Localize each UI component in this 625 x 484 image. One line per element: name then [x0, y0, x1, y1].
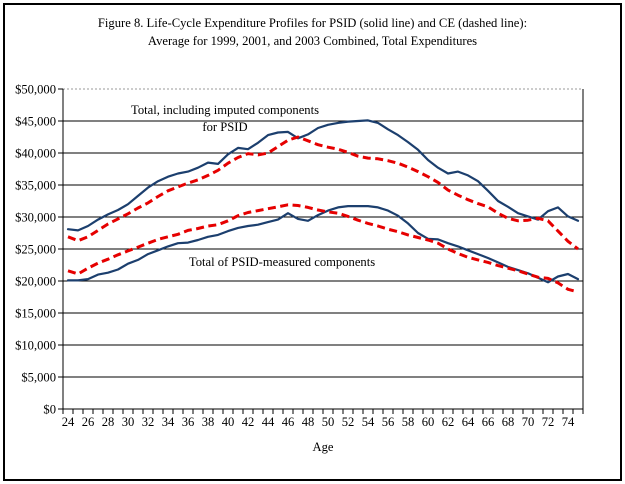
svg-text:$20,000: $20,000: [15, 275, 56, 289]
svg-text:74: 74: [562, 415, 575, 429]
svg-text:$25,000: $25,000: [15, 243, 56, 257]
x-axis-labels: 24 26 28 30 32 34 36 38 40 42 44 46 48 50 52 54 56 58 60 62…: [62, 415, 575, 429]
x-axis-title: Age: [312, 440, 334, 454]
svg-text:30: 30: [122, 415, 135, 429]
svg-text:58: 58: [402, 415, 415, 429]
y-axis-labels: $0 $5,000 $10,000 $15,000 $20,000 $25,000 $30,…: [15, 83, 56, 417]
svg-text:24: 24: [62, 415, 75, 429]
annotation-psid-total: Total, including imputed components for …: [70, 102, 380, 136]
svg-text:64: 64: [462, 415, 475, 429]
annotation-psid-measured: Total of PSID-measured components: [188, 255, 376, 269]
svg-text:72: 72: [542, 415, 555, 429]
svg-text:50: 50: [322, 415, 335, 429]
svg-text:$0: $0: [43, 403, 56, 417]
svg-text:36: 36: [182, 415, 195, 429]
svg-text:54: 54: [362, 415, 375, 429]
chart-title-line2: Average for 1999, 2001, and 2003 Combine…: [147, 34, 478, 48]
svg-text:66: 66: [482, 415, 495, 429]
svg-text:$5,000: $5,000: [21, 371, 56, 385]
series-line-2: [66, 205, 580, 284]
svg-text:$10,000: $10,000: [15, 339, 56, 353]
series-line-0: [66, 119, 580, 232]
axes: [58, 88, 584, 414]
svg-text:46: 46: [282, 415, 295, 429]
svg-text:44: 44: [262, 415, 275, 429]
svg-text:62: 62: [442, 415, 455, 429]
svg-text:$50,000: $50,000: [15, 83, 56, 97]
svg-text:$40,000: $40,000: [15, 147, 56, 161]
annotation-psid-total-line2: for PSID: [202, 120, 248, 134]
svg-text:28: 28: [102, 415, 115, 429]
svg-text:70: 70: [522, 415, 535, 429]
svg-text:60: 60: [422, 415, 435, 429]
svg-text:32: 32: [142, 415, 155, 429]
svg-text:34: 34: [162, 415, 175, 429]
svg-text:42: 42: [242, 415, 255, 429]
svg-text:$15,000: $15,000: [15, 307, 56, 321]
series-line-1: [67, 135, 579, 251]
chart-title: Figure 8. Life-Cycle Expenditure Profile…: [0, 14, 625, 50]
svg-text:26: 26: [82, 415, 95, 429]
svg-text:$35,000: $35,000: [15, 179, 56, 193]
gridlines: [63, 88, 584, 409]
series-line-3: [67, 203, 579, 294]
svg-text:$30,000: $30,000: [15, 211, 56, 225]
svg-text:52: 52: [342, 415, 355, 429]
chart-title-line1: Figure 8. Life-Cycle Expenditure Profile…: [97, 16, 528, 30]
svg-text:56: 56: [382, 415, 395, 429]
svg-text:68: 68: [502, 415, 515, 429]
svg-text:38: 38: [202, 415, 215, 429]
annotation-psid-total-line1: Total, including imputed components: [131, 103, 319, 117]
svg-text:40: 40: [222, 415, 235, 429]
svg-text:48: 48: [302, 415, 315, 429]
svg-text:$45,000: $45,000: [15, 115, 56, 129]
